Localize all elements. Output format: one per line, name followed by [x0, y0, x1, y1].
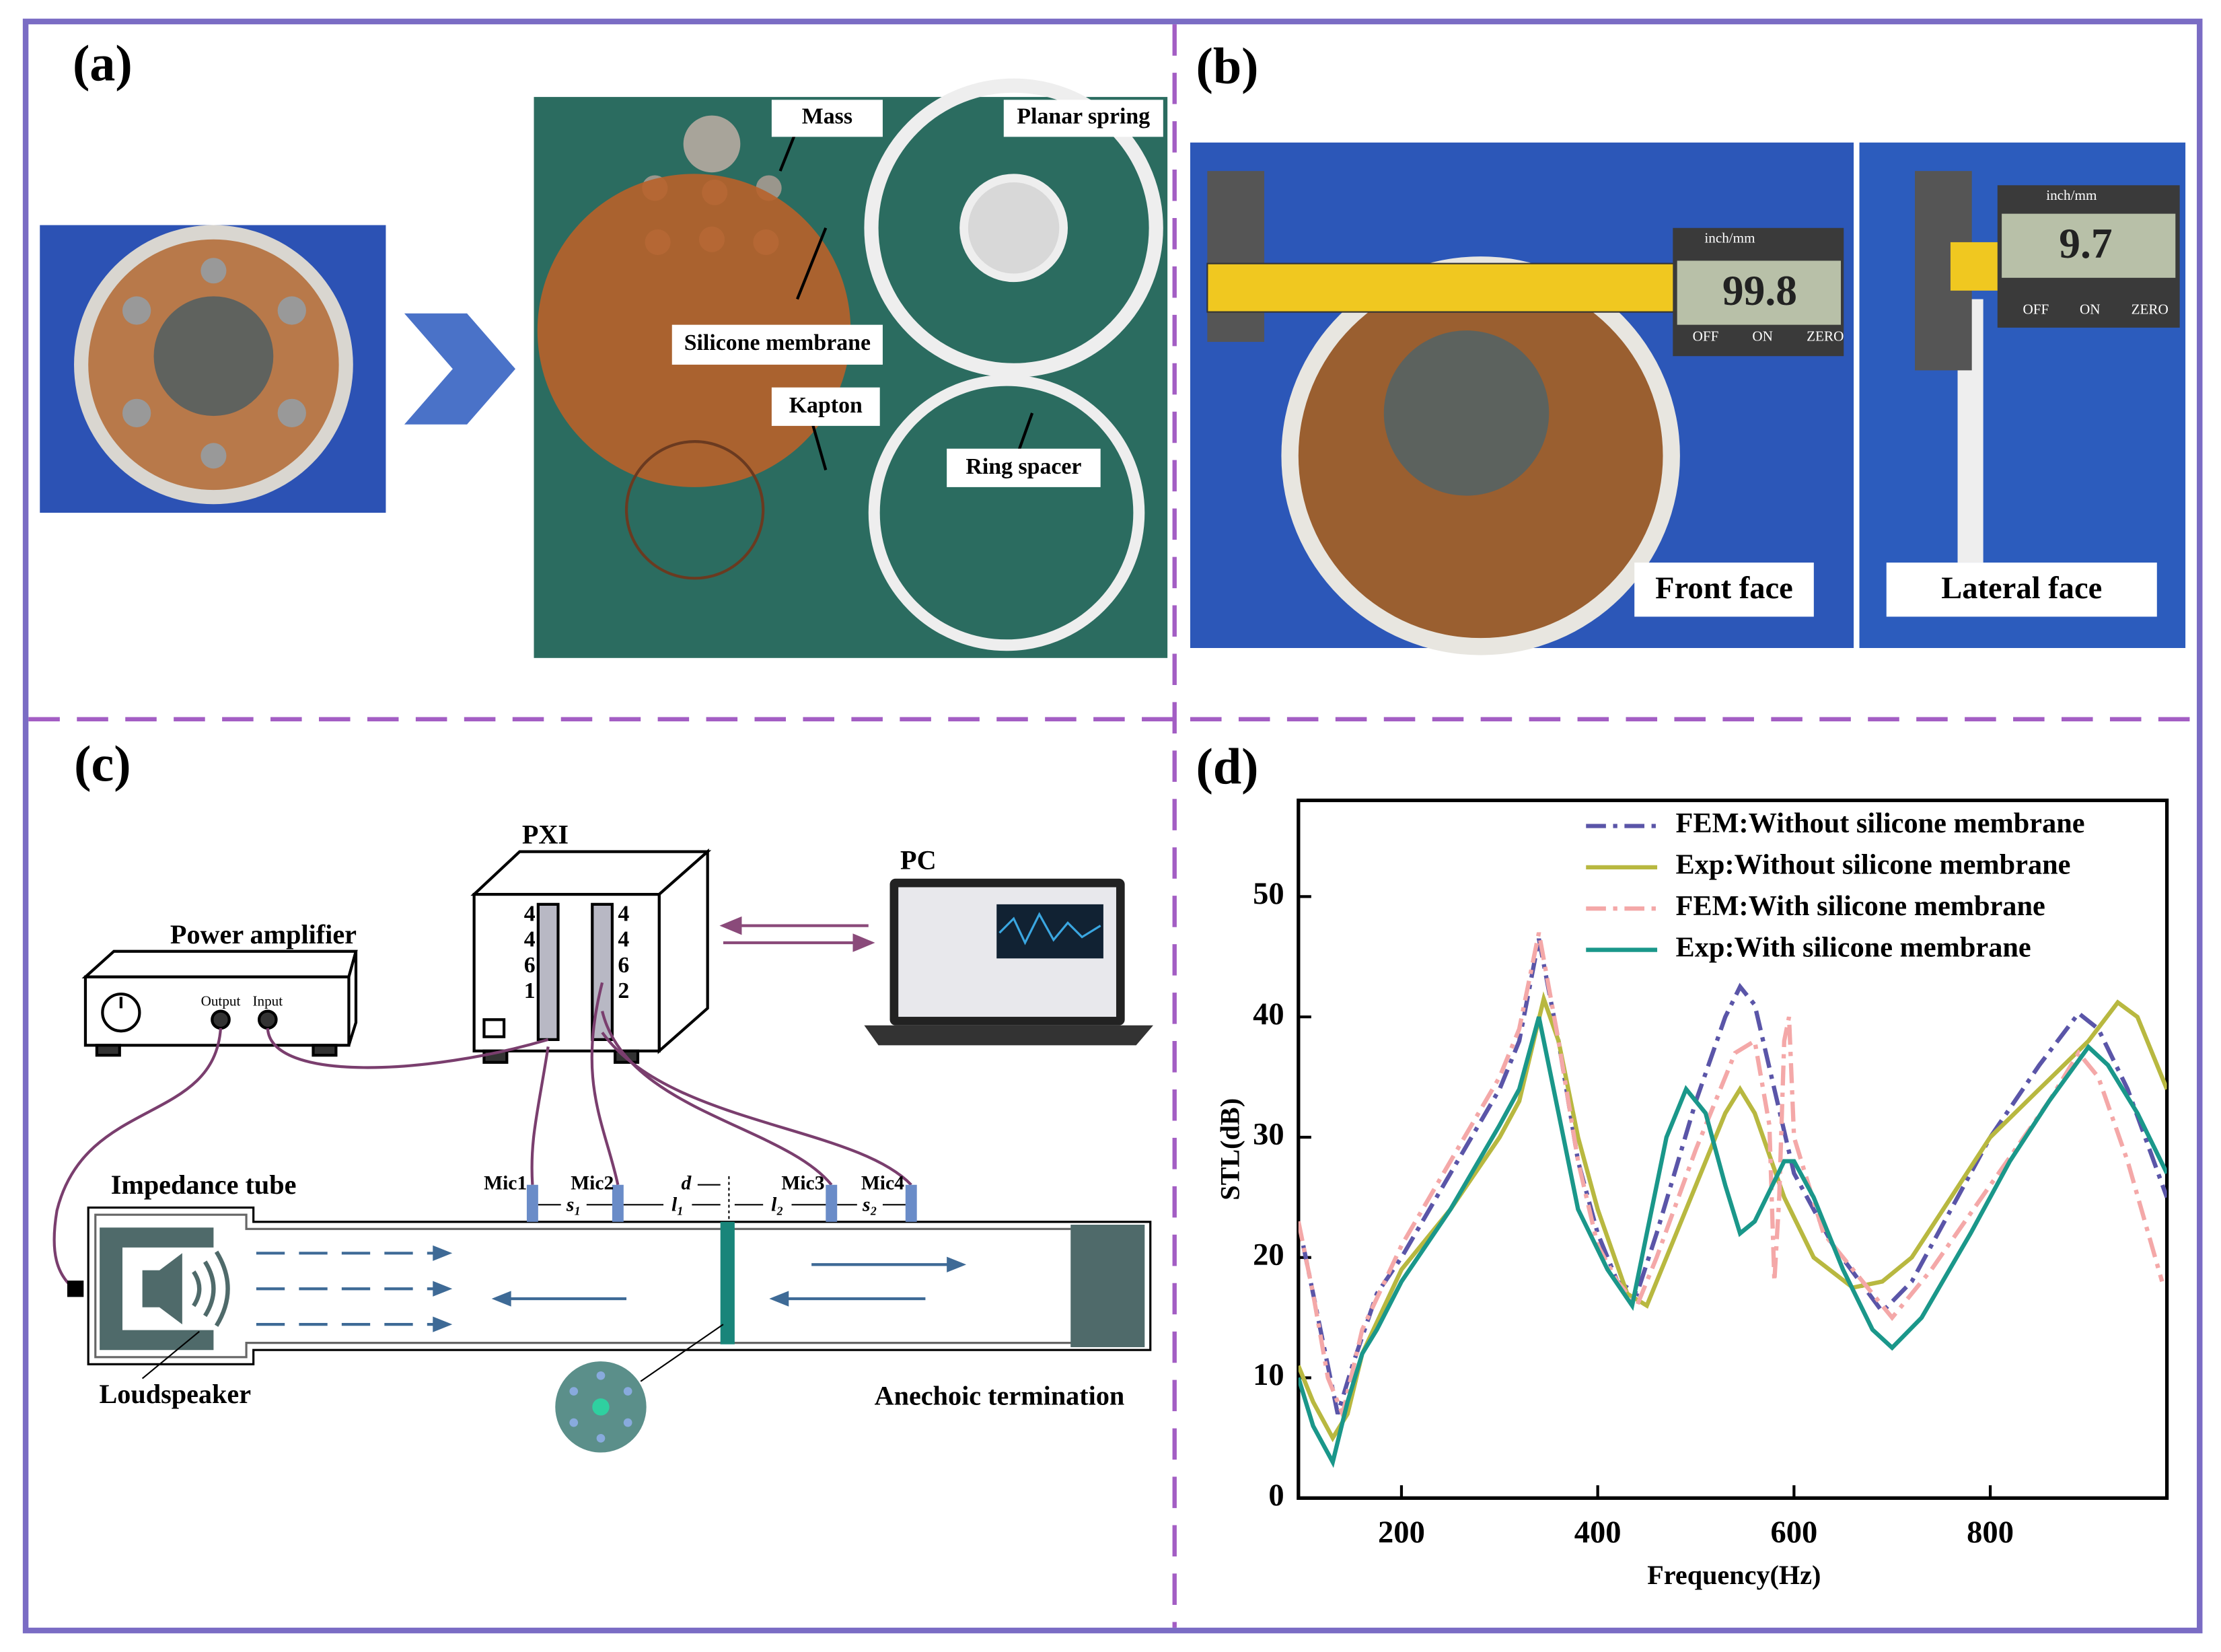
caliper-text: ON — [2080, 301, 2101, 317]
label-box — [1634, 563, 1814, 617]
legend-label: FEM:With silicone membrane — [1676, 890, 2045, 922]
label-box — [671, 324, 883, 365]
port-label: Output — [201, 993, 241, 1009]
y-tick-label: 20 — [1253, 1237, 1284, 1272]
speaker — [100, 1227, 230, 1351]
spacing-label: s₁ — [566, 1194, 581, 1215]
channel-label: 4 — [524, 902, 536, 927]
spacing-label: s₂ — [862, 1194, 877, 1215]
mics — [526, 1184, 917, 1222]
y-axis-label: STL(dB) — [1215, 1098, 1245, 1200]
chart: Frequency(Hz) STL(dB) 200 400 600 800 0 10 20 3… — [1215, 798, 2169, 1590]
panel-label: (d) — [1196, 739, 1258, 795]
plot-area — [1297, 798, 2169, 1500]
channel-label: 4 — [524, 927, 536, 952]
channel-label: 4 — [618, 927, 629, 952]
label-box — [1003, 100, 1163, 137]
x-tick-label: 200 — [1378, 1515, 1425, 1550]
panel-label: (b) — [1196, 38, 1258, 94]
photo-label: Lateral face — [1941, 571, 2102, 606]
dimension-arrows — [538, 1184, 906, 1206]
caliper-text: ON — [1752, 328, 1773, 345]
caliper-text: inch/mm — [2046, 187, 2097, 203]
pxi-chassis — [470, 848, 712, 1064]
photo-label: Kapton — [789, 393, 863, 418]
label-box — [771, 387, 880, 426]
caliper-text: OFF — [1693, 328, 1719, 345]
label-box — [1886, 563, 2157, 617]
caliper-text: ZERO — [2132, 301, 2169, 317]
spacing-label: l₂ — [771, 1194, 784, 1215]
pointer — [141, 1330, 200, 1379]
caliper-reading: 99.8 — [1722, 266, 1797, 314]
mic-label: Mic2 — [571, 1173, 614, 1194]
port-label: Input — [252, 993, 283, 1009]
channel-label: 2 — [618, 978, 629, 1003]
panel-label: (c) — [74, 735, 131, 792]
series-line — [1298, 991, 2167, 1443]
legend-label: Exp:Without silicone membrane — [1676, 849, 2071, 881]
channel-label: 1 — [524, 978, 536, 1003]
channel-label: 4 — [618, 902, 629, 927]
photo-components — [534, 78, 1168, 658]
photo-front — [1190, 142, 1854, 655]
device-label: Anechoic termination — [875, 1380, 1125, 1410]
series-line — [1298, 1016, 2167, 1468]
panel-label: (a) — [73, 35, 133, 92]
laptop — [864, 878, 1153, 1046]
label-box — [771, 100, 883, 137]
mic-label: Mic3 — [781, 1173, 824, 1194]
x-tick-label: 400 — [1574, 1515, 1622, 1550]
photo-label: Planar spring — [1017, 104, 1150, 129]
series-line — [1301, 938, 2167, 1415]
x-tick-label: 600 — [1770, 1515, 1817, 1550]
device-label: Loudspeaker — [99, 1379, 251, 1409]
spacing-label: d — [682, 1173, 692, 1194]
y-tick-label: 40 — [1253, 997, 1284, 1032]
photo-device — [40, 225, 386, 513]
spacing-label: l₁ — [671, 1194, 684, 1215]
legend-label: FEM:Without silicone membrane — [1676, 807, 2085, 839]
channel-label: 6 — [524, 953, 536, 978]
series-line — [1298, 932, 2164, 1421]
legend-label: Exp:With silicone membrane — [1676, 931, 2031, 963]
caliper-text: inch/mm — [1704, 230, 1755, 246]
y-tick-label: 50 — [1253, 877, 1284, 911]
arrow — [404, 313, 516, 425]
device-label: Impedance tube — [111, 1170, 297, 1200]
photo-label: Front face — [1655, 571, 1793, 606]
device-label: PC — [900, 845, 937, 875]
mic-label: Mic1 — [484, 1173, 527, 1194]
device-label: PXI — [522, 820, 569, 850]
photo-label: Mass — [802, 104, 852, 129]
y-tick-label: 0 — [1268, 1478, 1284, 1513]
label-box — [947, 448, 1101, 487]
caliper-reading: 9.7 — [2059, 219, 2112, 267]
sample — [720, 1221, 735, 1344]
caliper-text: ZERO — [1807, 328, 1844, 345]
link-arrows — [719, 916, 875, 952]
y-tick-label: 30 — [1253, 1118, 1284, 1152]
photo-label: Ring spacer — [966, 454, 1081, 479]
x-axis-label: Frequency(Hz) — [1647, 1560, 1821, 1590]
x-tick-label: 800 — [1967, 1515, 2014, 1550]
caliper-text: OFF — [2023, 301, 2049, 317]
device-label: Power amplifier — [170, 919, 357, 949]
sample-detail — [555, 1324, 724, 1453]
wave-arrows — [256, 1245, 967, 1332]
mic-label: Mic4 — [861, 1173, 904, 1194]
channel-label: 6 — [618, 953, 629, 978]
y-tick-label: 10 — [1253, 1358, 1284, 1392]
cables — [52, 982, 912, 1290]
power-amplifier — [81, 949, 358, 1057]
photo-label: Silicone membrane — [684, 330, 871, 355]
anechoic-block — [1070, 1224, 1145, 1347]
